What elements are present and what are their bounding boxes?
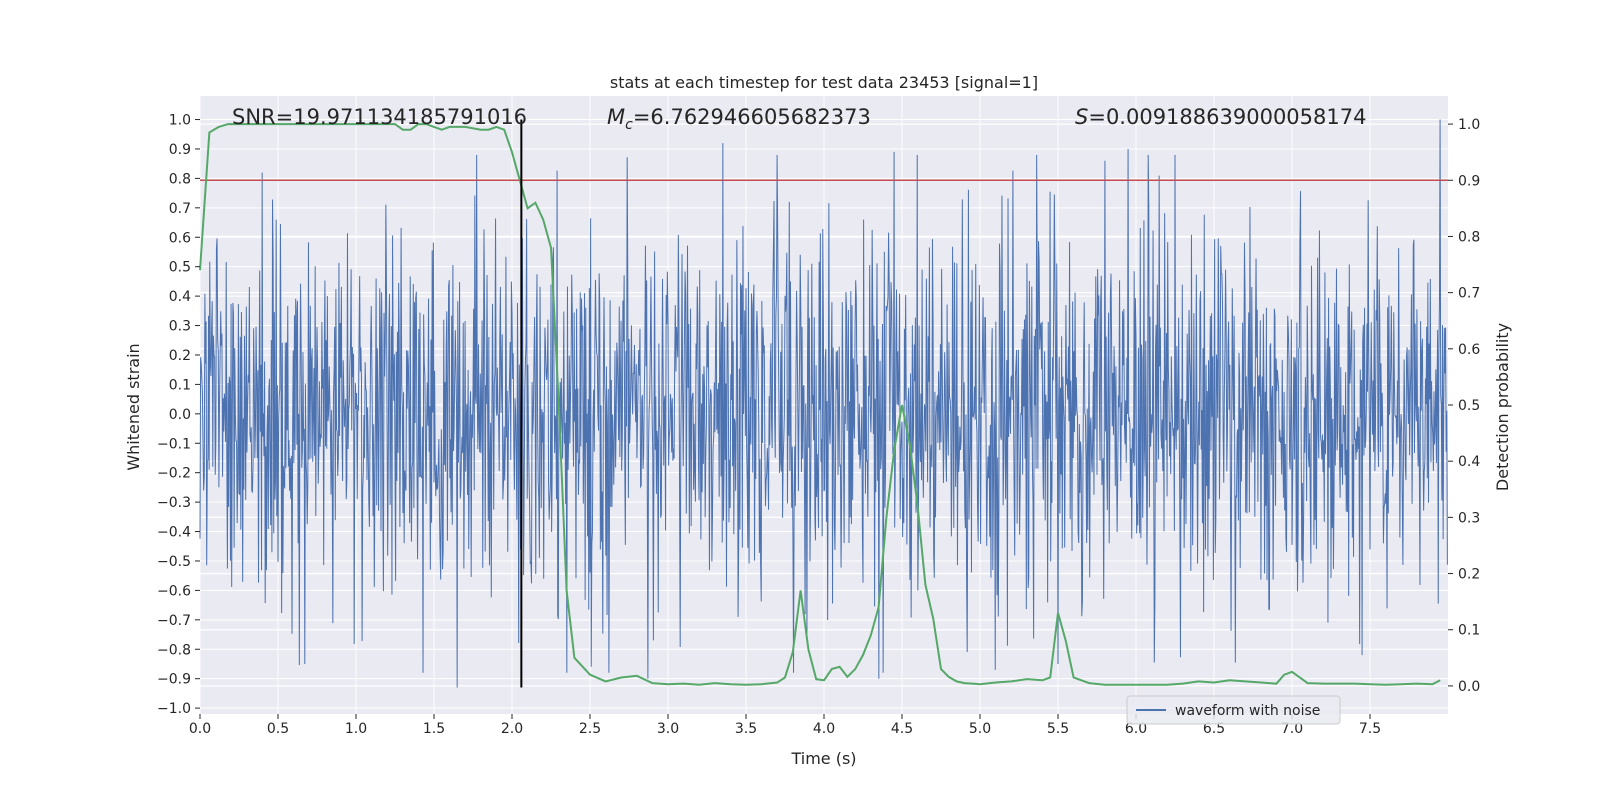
x-tick-label-11: 5.5 (1047, 721, 1069, 737)
left-y-tick-label-19: 0.9 (169, 142, 191, 158)
snr-annotation: SNR=19.971134185791016 (232, 105, 527, 129)
right-y-tick-label-8: 0.8 (1458, 229, 1480, 245)
legend-label-waveform: waveform with noise (1175, 703, 1320, 719)
x-tick-label-15: 7.5 (1359, 721, 1381, 737)
x-tick-label-6: 3.0 (657, 721, 679, 737)
s-annotation: S=0.009188639000058174 (1075, 105, 1366, 129)
legend-box (1126, 695, 1341, 725)
left-y-tick-label-4: −0.6 (157, 583, 191, 599)
left-y-tick-label-8: −0.2 (157, 466, 191, 482)
chirp-mass-value: =6.762946605682373 (633, 105, 871, 129)
waveform-with-noise-line (199, 119, 1448, 688)
right-y-tick-label-5: 0.5 (1458, 398, 1480, 414)
chirp-mass-subscript: c (625, 117, 633, 133)
left-y-tick-label-11: 0.1 (169, 377, 191, 393)
right-y-tick-label-10: 1.0 (1458, 117, 1480, 133)
left-y-tick-label-6: −0.4 (157, 525, 191, 541)
right-y-tick-label-7: 0.7 (1458, 286, 1480, 302)
x-tick-label-2: 1.0 (345, 721, 367, 737)
x-tick-label-4: 2.0 (501, 721, 523, 737)
x-tick-label-14: 7.0 (1281, 721, 1303, 737)
x-tick-label-7: 3.5 (735, 721, 757, 737)
left-y-tick-label-17: 0.7 (169, 201, 191, 217)
left-y-axis-ticks: −1.0 −0.9 −0.8 −0.7 −0.6 −0.5 −0.4 −0.3 −0.2 −0.1… (157, 113, 200, 717)
right-y-tick-label-4: 0.4 (1458, 454, 1480, 470)
right-y-tick-label-6: 0.6 (1458, 342, 1480, 358)
right-y-axis-label: Detection probability (1493, 323, 1512, 491)
chirp-mass-annotation: Mc=6.762946605682373 (607, 105, 871, 133)
detection-probability-line (199, 123, 1441, 686)
right-y-tick-label-0: 0.0 (1458, 679, 1480, 695)
left-y-tick-label-3: −0.7 (157, 613, 191, 629)
right-y-tick-label-1: 0.1 (1458, 623, 1480, 639)
x-tick-label-5: 2.5 (579, 721, 601, 737)
x-tick-label-13: 6.5 (1203, 721, 1225, 737)
right-y-tick-label-3: 0.3 (1458, 510, 1480, 526)
left-y-tick-label-13: 0.3 (169, 319, 191, 335)
x-axis-ticks: 0.0 0.5 1.0 1.5 2.0 2.5 3.0 3.5 4.0 4.5 5.0 5.5 6.0 6… (189, 714, 1381, 737)
x-tick-label-8: 4.0 (813, 721, 835, 737)
chirp-mass-symbol: M (607, 105, 625, 129)
left-y-tick-label-7: −0.3 (157, 495, 191, 511)
legend: waveform with noise (1126, 695, 1341, 725)
x-tick-label-10: 5.0 (969, 721, 991, 737)
left-y-axis-label: Whitened strain (124, 343, 143, 470)
x-tick-label-1: 0.5 (267, 721, 289, 737)
waveform-series (199, 119, 1448, 688)
x-axis-label: Time (s) (790, 749, 856, 768)
left-y-tick-label-20: 1.0 (169, 113, 191, 129)
x-tick-label-9: 4.5 (891, 721, 913, 737)
left-y-tick-label-12: 0.2 (169, 348, 191, 364)
left-y-tick-label-9: −0.1 (157, 436, 191, 452)
s-symbol: S (1075, 105, 1088, 129)
left-y-tick-label-2: −0.8 (157, 642, 191, 658)
right-y-axis-ticks: 0.0 0.1 0.2 0.3 0.4 0.5 0.6 0.7 0.8 0.9 1.0 (1448, 117, 1480, 695)
left-y-tick-label-0: −1.0 (157, 701, 191, 717)
right-y-tick-label-2: 0.2 (1458, 567, 1480, 583)
left-y-tick-label-18: 0.8 (169, 171, 191, 187)
left-y-tick-label-15: 0.5 (169, 260, 191, 276)
left-y-tick-label-5: −0.5 (157, 554, 191, 570)
x-tick-label-3: 1.5 (423, 721, 445, 737)
x-tick-label-0: 0.0 (189, 721, 211, 737)
chart-title: stats at each timestep for test data 234… (610, 73, 1038, 92)
left-y-tick-label-14: 0.4 (169, 289, 191, 305)
left-y-tick-label-10: 0.0 (169, 407, 191, 423)
s-value: =0.009188639000058174 (1088, 105, 1366, 129)
left-y-tick-label-1: −0.9 (157, 672, 191, 688)
right-y-tick-label-9: 0.9 (1458, 173, 1480, 189)
x-tick-label-12: 6.0 (1125, 721, 1147, 737)
left-y-tick-label-16: 0.6 (169, 230, 191, 246)
